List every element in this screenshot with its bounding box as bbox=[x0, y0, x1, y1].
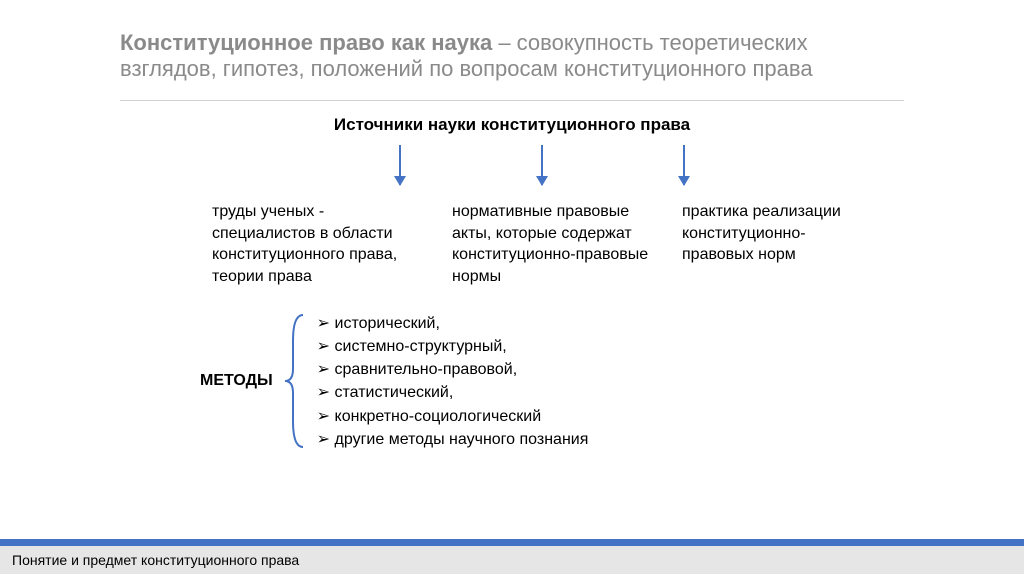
methods-list: исторический, системно-структурный, срав… bbox=[317, 312, 589, 451]
brace-icon bbox=[281, 311, 309, 451]
sources-heading: Источники науки конституционного права bbox=[0, 115, 1024, 135]
arrow-down-icon bbox=[541, 145, 543, 185]
method-item: статистический, bbox=[317, 381, 589, 404]
methods-section: МЕТОДЫ исторический, системно-структурны… bbox=[0, 311, 1024, 451]
title-bold: Конституционное право как наука bbox=[120, 30, 492, 55]
method-item: другие методы научного познания bbox=[317, 428, 589, 451]
sources-row: труды ученых - специалистов в области ко… bbox=[0, 201, 1024, 287]
source-column: практика реализации конституционно-право… bbox=[682, 201, 872, 287]
method-item: системно-структурный, bbox=[317, 335, 589, 358]
divider bbox=[120, 100, 904, 101]
arrow-down-icon bbox=[399, 145, 401, 185]
method-item: сравнительно-правовой, bbox=[317, 358, 589, 381]
arrows-row bbox=[0, 145, 1024, 185]
arrow-down-icon bbox=[683, 145, 685, 185]
source-column: труды ученых - специалистов в области ко… bbox=[212, 201, 422, 287]
methods-label: МЕТОДЫ bbox=[200, 372, 273, 390]
method-item: конкретно-социологический bbox=[317, 405, 589, 428]
footer-bar bbox=[0, 539, 1024, 546]
source-column: нормативные правовые акты, которые содер… bbox=[452, 201, 652, 287]
method-item: исторический, bbox=[317, 312, 589, 335]
footer-label: Понятие и предмет конституционного права bbox=[0, 546, 1024, 574]
slide-header: Конституционное право как наука – совоку… bbox=[0, 0, 1024, 92]
